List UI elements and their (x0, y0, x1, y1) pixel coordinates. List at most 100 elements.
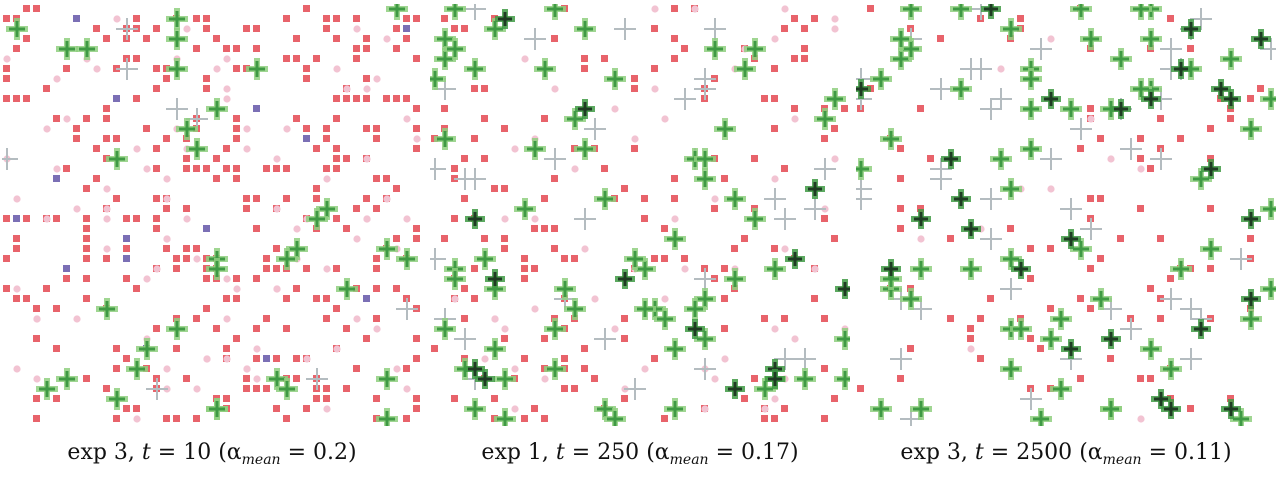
green-cross-icon (246, 58, 268, 80)
red-cell (721, 295, 728, 302)
green-cross-icon (544, 4, 566, 20)
pink-cell (243, 365, 251, 373)
pink-cell (521, 55, 529, 63)
red-cell (23, 35, 30, 42)
red-cell (253, 355, 260, 362)
pink-cell (771, 395, 779, 403)
red-cell (1027, 335, 1034, 342)
red-cell (791, 55, 798, 62)
green-cross-icon (534, 58, 556, 80)
pink-cell (293, 225, 301, 233)
caption-t-symbol: t (141, 440, 151, 465)
green-cross-icon (106, 388, 128, 410)
pink-cell (333, 345, 341, 353)
dark-cross-icon (495, 9, 515, 29)
dark-cross-icon (1011, 259, 1031, 279)
green-cross-icon (396, 248, 418, 270)
red-cell (581, 65, 588, 72)
red-cell (193, 415, 200, 422)
grey-cross-icon (1080, 218, 1102, 240)
green-cross-icon (166, 58, 188, 80)
green-cross-icon (1050, 378, 1072, 400)
red-cell (133, 95, 140, 102)
dark-cross-icon (805, 179, 825, 199)
pink-cell (73, 205, 81, 213)
red-cell (263, 165, 270, 172)
green-cross-icon (166, 8, 188, 30)
red-cell (233, 125, 240, 132)
red-cell (273, 245, 280, 252)
green-cross-icon (1240, 118, 1262, 140)
dark-cross-icon (1141, 89, 1161, 109)
red-cell (333, 15, 340, 22)
red-cell (441, 15, 448, 22)
pink-cell (183, 25, 191, 33)
dark-cross-icon (685, 319, 705, 339)
pink-cell (831, 25, 839, 33)
pink-cell (541, 375, 549, 383)
red-cell (413, 405, 420, 412)
red-cell (313, 195, 320, 202)
red-cell (393, 285, 400, 292)
red-cell (681, 45, 688, 52)
green-cross-icon (1170, 258, 1192, 280)
pink-cell (273, 285, 281, 293)
red-cell (831, 395, 838, 402)
red-cell (541, 415, 548, 422)
red-cell (1147, 165, 1154, 172)
green-cross-icon (1000, 18, 1022, 40)
red-cell (253, 325, 260, 332)
green-cross-icon (474, 248, 496, 270)
red-cell (253, 385, 260, 392)
red-cell (63, 165, 70, 172)
red-cell (223, 45, 230, 52)
green-cross-icon (1000, 358, 1022, 380)
red-cell (481, 85, 488, 92)
red-cell (153, 195, 160, 202)
pink-cell (481, 355, 489, 363)
red-cell (183, 155, 190, 162)
red-cell (681, 255, 688, 262)
pink-cell (917, 235, 925, 243)
pink-cell (771, 325, 779, 333)
green-cross-icon (464, 398, 486, 420)
green-cross-icon (434, 318, 456, 340)
red-cell (253, 275, 260, 282)
green-cross-icon (574, 138, 596, 160)
pink-cell (133, 415, 141, 423)
green-cross-icon (126, 358, 148, 380)
grey-cross-icon (1070, 118, 1092, 140)
red-cell (163, 415, 170, 422)
red-cell (1087, 265, 1094, 272)
red-cell (1207, 155, 1214, 162)
red-cell (313, 145, 320, 152)
green-cross-icon (1040, 328, 1062, 350)
pink-cell (831, 155, 839, 163)
red-cell (731, 245, 738, 252)
pink-cell (671, 215, 679, 223)
green-cross-icon (434, 28, 456, 50)
red-cell (601, 55, 608, 62)
pink-cell (163, 195, 171, 203)
red-cell (83, 215, 90, 222)
green-cross-icon (206, 98, 228, 120)
red-cell (551, 35, 558, 42)
grey-cross-icon (694, 268, 716, 290)
pink-cell (501, 215, 509, 223)
green-cross-icon (1200, 238, 1222, 260)
red-cell (33, 335, 40, 342)
green-cross-icon (724, 188, 746, 210)
green-cross-icon (900, 4, 922, 20)
red-cell (1037, 345, 1044, 352)
pink-cell (631, 135, 639, 143)
red-cell (393, 25, 400, 32)
green-cross-icon (1070, 4, 1092, 20)
red-cell (323, 25, 330, 32)
red-cell (323, 315, 330, 322)
red-cell (641, 195, 648, 202)
red-cell (403, 415, 410, 422)
dark-cross-icon (856, 79, 871, 99)
pink-cell (691, 5, 699, 13)
red-cell (223, 395, 230, 402)
red-cell (751, 155, 758, 162)
